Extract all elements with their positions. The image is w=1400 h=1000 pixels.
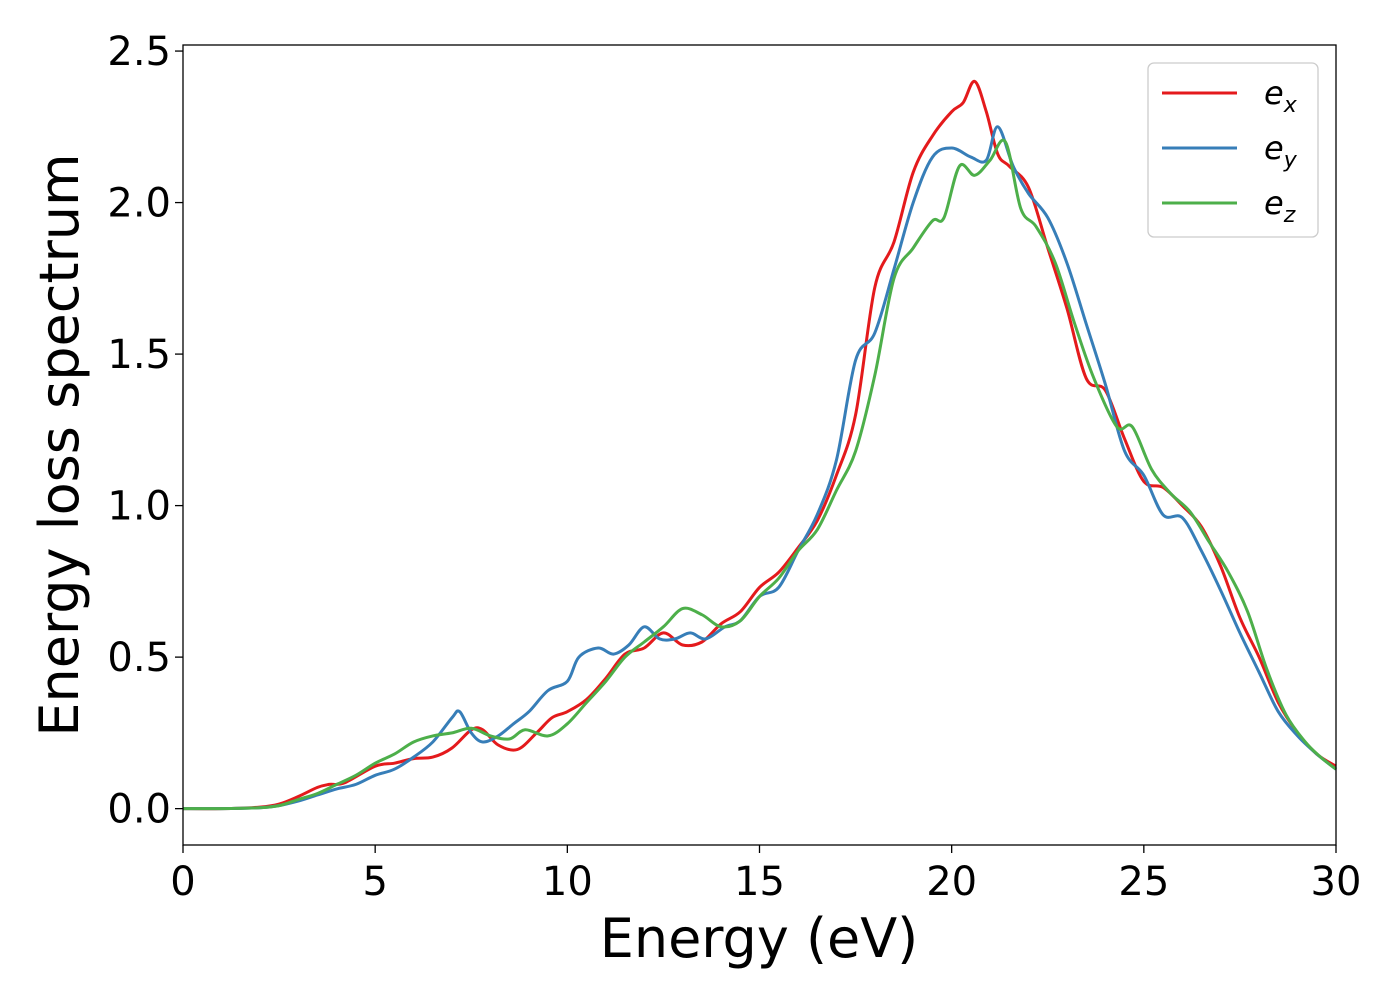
x-axis-ticks: 0 5 10 15 20 25 30 xyxy=(170,845,1361,905)
series-line-e-x xyxy=(182,79,1337,811)
y-tick-label: 2.0 xyxy=(107,181,171,227)
legend-label-e-z: ez xyxy=(1264,184,1296,228)
y-tick-label: 0.5 xyxy=(107,635,171,681)
y-axis-ticks: 0.0 0.5 1.0 1.5 2.0 2.5 xyxy=(107,29,183,833)
x-tick-label: 30 xyxy=(1311,859,1362,905)
legend-label-e-x: ex xyxy=(1264,74,1298,118)
y-tick-label: 2.5 xyxy=(107,29,171,75)
legend: ex ey ez xyxy=(1147,62,1319,238)
y-tick-label: 0.0 xyxy=(107,787,171,833)
x-tick-label: 5 xyxy=(362,859,387,905)
x-tick-label: 15 xyxy=(734,859,785,905)
x-tick-label: 0 xyxy=(170,859,195,905)
x-tick-label: 10 xyxy=(542,859,593,905)
y-tick-label: 1.5 xyxy=(107,332,171,378)
y-tick-label: 1.0 xyxy=(107,484,171,530)
x-axis-label: Energy (eV) xyxy=(600,907,919,970)
x-tick-label: 20 xyxy=(926,859,977,905)
y-axis-label: Energy loss spectrum xyxy=(28,153,91,736)
legend-label-e-y: ey xyxy=(1264,129,1298,173)
x-tick-label: 25 xyxy=(1118,859,1169,905)
plot-series xyxy=(182,79,1337,811)
legend-frame xyxy=(1147,62,1319,238)
series-line-e-z xyxy=(182,138,1337,811)
